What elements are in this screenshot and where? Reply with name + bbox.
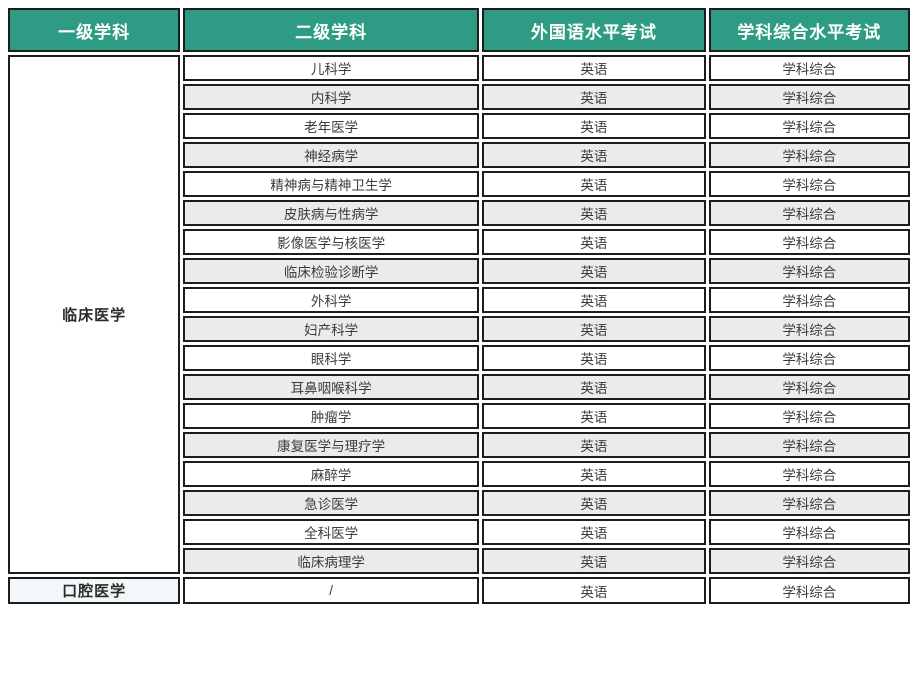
table-body: 临床医学 儿科学 英语 学科综合 内科学 英语 学科综合 老年医学 英语 学科综合 神经病学 英语 学科… xyxy=(8,55,910,604)
subject-comprehensive-exam-cell: 学科综合 xyxy=(708,113,910,139)
secondary-discipline-cell: 急诊医学 xyxy=(183,490,480,516)
secondary-discipline-cell: 神经病学 xyxy=(183,142,480,168)
table-row: 临床医学 儿科学 英语 学科综合 xyxy=(8,55,910,574)
subject-comprehensive-exam-cell: 学科综合 xyxy=(708,171,910,197)
secondary-discipline-cell: 影像医学与核医学 xyxy=(183,229,480,255)
secondary-discipline-cell: 眼科学 xyxy=(183,345,480,371)
table-row: 耳鼻咽喉科学 英语 学科综合 xyxy=(8,374,910,400)
foreign-language-exam-cell: 英语 xyxy=(482,374,706,400)
subject-comprehensive-exam-cell: 学科综合 xyxy=(708,461,910,487)
foreign-language-exam-cell: 英语 xyxy=(482,171,706,197)
foreign-language-exam-cell: 英语 xyxy=(482,403,706,429)
secondary-discipline-cell: 皮肤病与性病学 xyxy=(183,200,480,226)
foreign-language-exam-cell: 英语 xyxy=(482,548,706,574)
subject-comprehensive-exam-cell: 学科综合 xyxy=(708,345,910,371)
subject-comprehensive-exam-cell: 学科综合 xyxy=(708,84,910,110)
subject-comprehensive-exam-cell: 学科综合 xyxy=(708,432,910,458)
secondary-discipline-cell: 耳鼻咽喉科学 xyxy=(183,374,480,400)
foreign-language-exam-cell: 英语 xyxy=(482,258,706,284)
table-row: 全科医学 英语 学科综合 xyxy=(8,519,910,545)
table-row: 临床病理学 英语 学科综合 xyxy=(8,548,910,574)
secondary-discipline-cell: 临床检验诊断学 xyxy=(183,258,480,284)
subject-comprehensive-exam-cell: 学科综合 xyxy=(708,519,910,545)
subject-comprehensive-exam-cell: 学科综合 xyxy=(708,229,910,255)
secondary-discipline-cell: 精神病与精神卫生学 xyxy=(183,171,480,197)
secondary-discipline-cell: 妇产科学 xyxy=(183,316,480,342)
subject-comprehensive-exam-cell: 学科综合 xyxy=(708,316,910,342)
secondary-discipline-cell: 麻醉学 xyxy=(183,461,480,487)
foreign-language-exam-cell: 英语 xyxy=(482,142,706,168)
header-subject-comprehensive-exam: 学科综合水平考试 xyxy=(708,8,910,52)
table-row: 外科学 英语 学科综合 xyxy=(8,287,910,313)
foreign-language-exam-cell: 英语 xyxy=(482,490,706,516)
table-row: 眼科学 英语 学科综合 xyxy=(8,345,910,371)
discipline-exam-table: 一级学科 二级学科 外国语水平考试 学科综合水平考试 临床医学 儿科学 英语 学科综合… xyxy=(5,5,913,607)
header-primary-discipline: 一级学科 xyxy=(8,8,181,52)
secondary-discipline-cell: 康复医学与理疗学 xyxy=(183,432,480,458)
table-row: 内科学 英语 学科综合 xyxy=(8,84,910,110)
foreign-language-exam-cell: 英语 xyxy=(482,84,706,110)
subject-comprehensive-exam-cell: 学科综合 xyxy=(708,142,910,168)
secondary-discipline-cell: 全科医学 xyxy=(183,519,480,545)
foreign-language-exam-cell: 英语 xyxy=(482,200,706,226)
subject-comprehensive-exam-cell: 学科综合 xyxy=(708,55,910,81)
header-row: 一级学科 二级学科 外国语水平考试 学科综合水平考试 xyxy=(8,8,910,52)
secondary-discipline-cell: 内科学 xyxy=(183,84,480,110)
subject-comprehensive-exam-cell: 学科综合 xyxy=(708,548,910,574)
table-row: 麻醉学 英语 学科综合 xyxy=(8,461,910,487)
table-row: 老年医学 英语 学科综合 xyxy=(8,113,910,139)
secondary-discipline-cell: 外科学 xyxy=(183,287,480,313)
foreign-language-exam-cell: 英语 xyxy=(482,345,706,371)
foreign-language-exam-cell: 英语 xyxy=(482,577,706,604)
table-row: 皮肤病与性病学 英语 学科综合 xyxy=(8,200,910,226)
foreign-language-exam-cell: 英语 xyxy=(482,55,706,81)
subject-comprehensive-exam-cell: 学科综合 xyxy=(708,403,910,429)
table-row: 妇产科学 英语 学科综合 xyxy=(8,316,910,342)
foreign-language-exam-cell: 英语 xyxy=(482,287,706,313)
subject-comprehensive-exam-cell: 学科综合 xyxy=(708,577,910,604)
foreign-language-exam-cell: 英语 xyxy=(482,229,706,255)
subject-comprehensive-exam-cell: 学科综合 xyxy=(708,200,910,226)
table-row: 临床检验诊断学 英语 学科综合 xyxy=(8,258,910,284)
secondary-discipline-cell: 肿瘤学 xyxy=(183,403,480,429)
secondary-discipline-cell: / xyxy=(183,577,480,604)
foreign-language-exam-cell: 英语 xyxy=(482,316,706,342)
table-row: 急诊医学 英语 学科综合 xyxy=(8,490,910,516)
table-row: 精神病与精神卫生学 英语 学科综合 xyxy=(8,171,910,197)
primary-discipline-cell: 口腔医学 xyxy=(8,577,181,604)
table-row: 康复医学与理疗学 英语 学科综合 xyxy=(8,432,910,458)
subject-comprehensive-exam-cell: 学科综合 xyxy=(708,287,910,313)
header-foreign-language-exam: 外国语水平考试 xyxy=(482,8,706,52)
secondary-discipline-cell: 儿科学 xyxy=(183,55,480,81)
table-row: 神经病学 英语 学科综合 xyxy=(8,142,910,168)
foreign-language-exam-cell: 英语 xyxy=(482,113,706,139)
table-row: 影像医学与核医学 英语 学科综合 xyxy=(8,229,910,255)
foreign-language-exam-cell: 英语 xyxy=(482,432,706,458)
subject-comprehensive-exam-cell: 学科综合 xyxy=(708,490,910,516)
foreign-language-exam-cell: 英语 xyxy=(482,461,706,487)
secondary-discipline-cell: 临床病理学 xyxy=(183,548,480,574)
table-row: 口腔医学 / 英语 学科综合 xyxy=(8,577,910,604)
header-secondary-discipline: 二级学科 xyxy=(183,8,480,52)
table-row: 肿瘤学 英语 学科综合 xyxy=(8,403,910,429)
subject-comprehensive-exam-cell: 学科综合 xyxy=(708,374,910,400)
primary-discipline-cell: 临床医学 xyxy=(8,55,181,574)
page: 一级学科 二级学科 外国语水平考试 学科综合水平考试 临床医学 儿科学 英语 学科综合… xyxy=(5,5,913,607)
secondary-discipline-cell: 老年医学 xyxy=(183,113,480,139)
subject-comprehensive-exam-cell: 学科综合 xyxy=(708,258,910,284)
foreign-language-exam-cell: 英语 xyxy=(482,519,706,545)
table-header: 一级学科 二级学科 外国语水平考试 学科综合水平考试 xyxy=(8,8,910,52)
